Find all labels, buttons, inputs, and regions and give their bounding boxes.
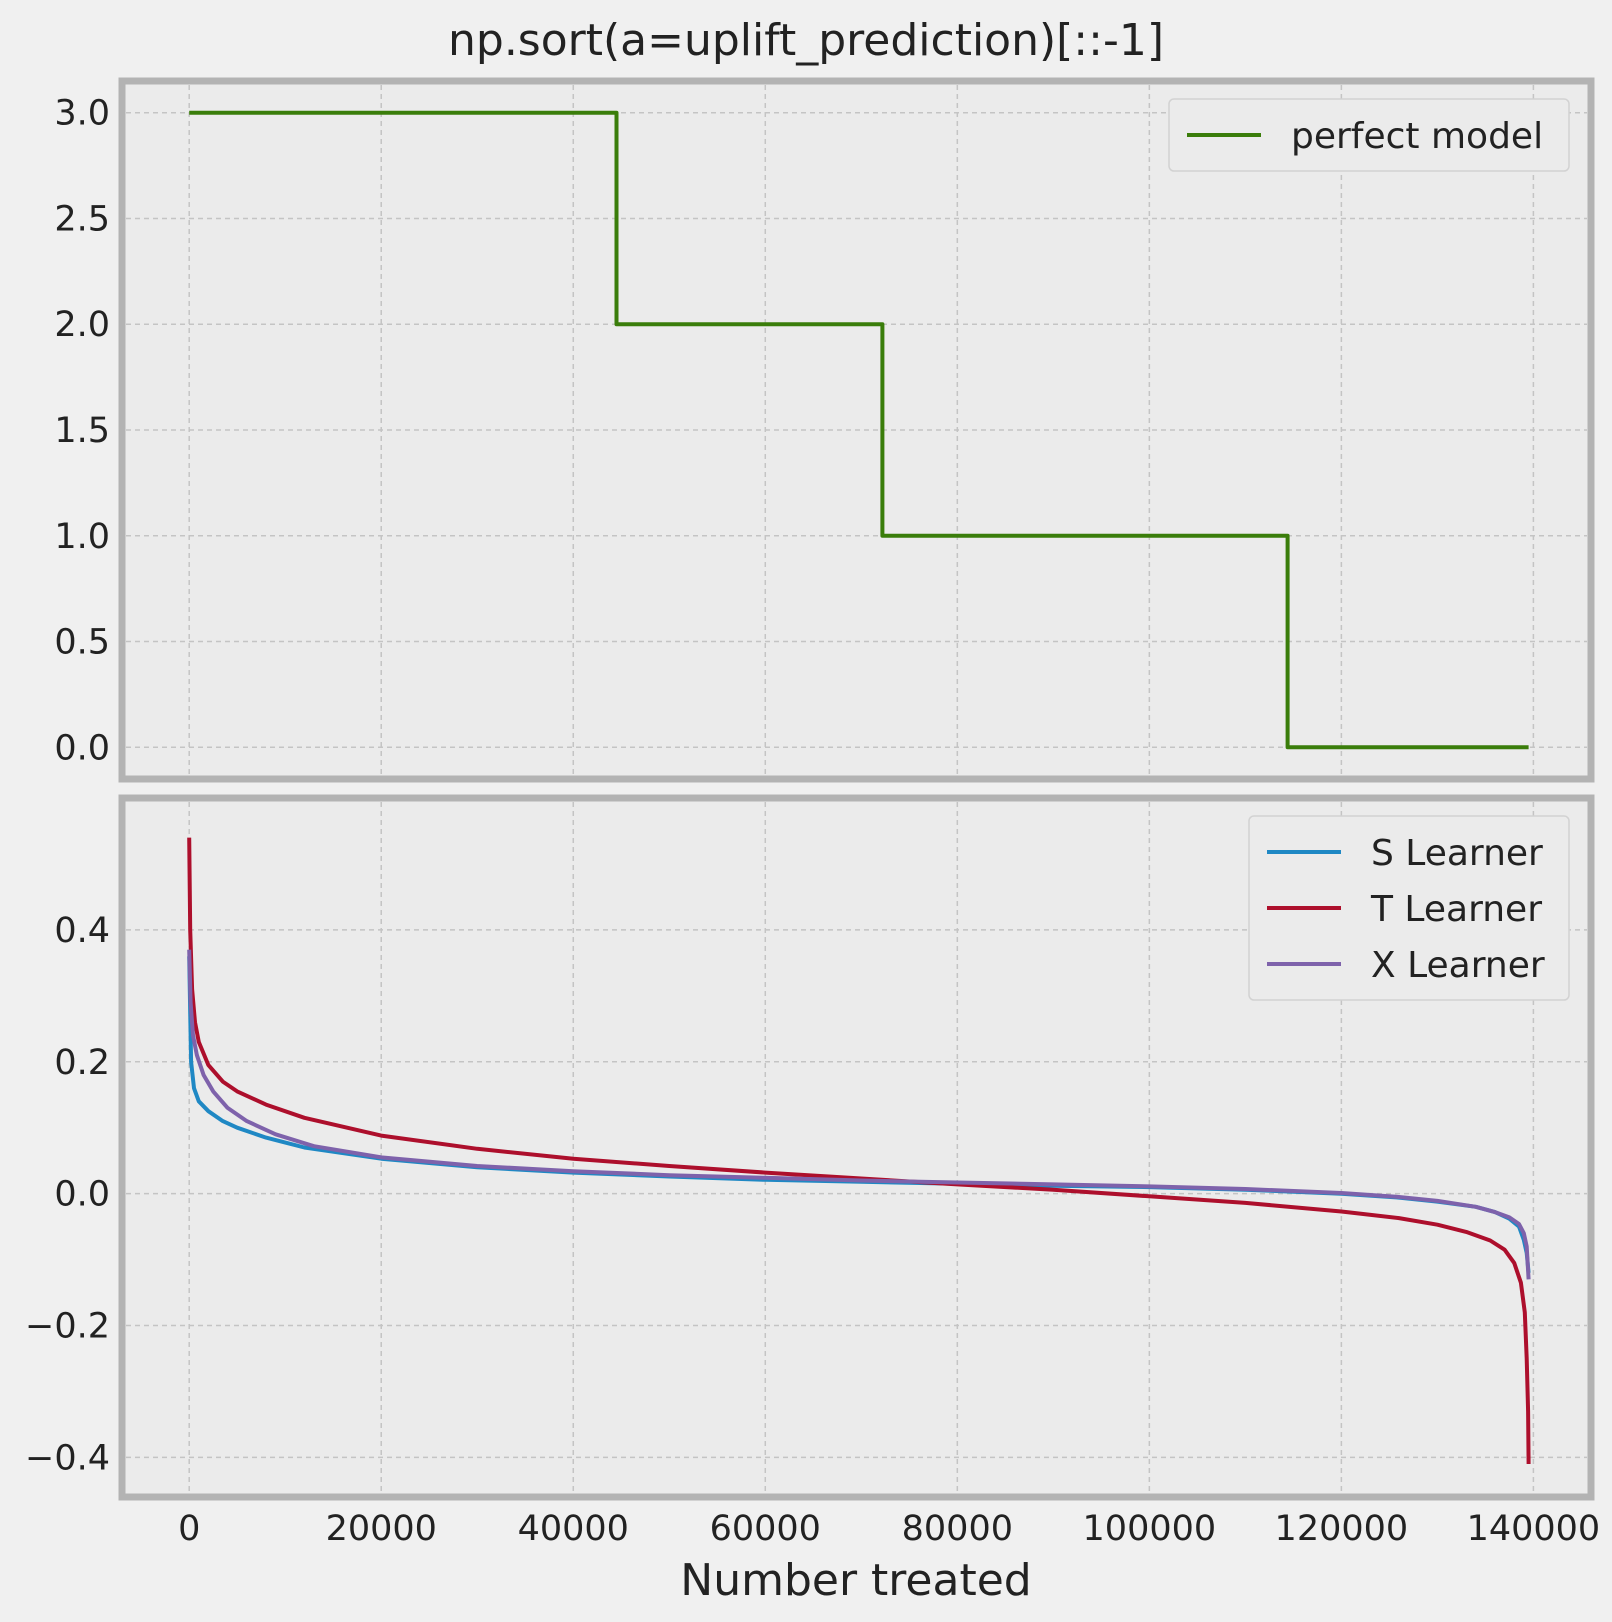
y-tick-label: 1.5: [54, 411, 110, 451]
y-tick-label: 0.0: [54, 728, 110, 768]
x-axis-label: Number treated: [680, 1555, 1031, 1606]
y-tick-label: −0.4: [25, 1438, 110, 1478]
top-panel: 0.0 0.5 1.0 1.5 2.0 2.5 3.0 perfect model: [54, 77, 1595, 783]
x-tick-label: 120000: [1275, 1509, 1409, 1549]
y-tick-label: 0.4: [54, 911, 110, 951]
series-line-x-learner: [187, 949, 1531, 1280]
legend-label: S Learner: [1371, 833, 1543, 874]
x-axis: 0 20000 40000 60000 80000 100000 120000 140000: [178, 1509, 1600, 1549]
x-tick-label: 40000: [518, 1509, 629, 1549]
y-tick-label: 2.5: [54, 199, 110, 239]
x-tick-label: 140000: [1467, 1509, 1601, 1549]
legend-box: [1168, 98, 1570, 172]
y-tick-label: 1.0: [54, 517, 110, 557]
legend-label: perfect model: [1291, 116, 1543, 157]
x-tick-label: 80000: [902, 1509, 1013, 1549]
legend-box: [1248, 815, 1570, 1001]
chart-title: np.sort(a=uplift_prediction)[::-1]: [448, 15, 1164, 66]
legend: S Learner T Learner X Learner: [1248, 815, 1570, 1001]
x-tick-label: 60000: [710, 1509, 821, 1549]
y-tick-label: 0.2: [54, 1043, 110, 1083]
series-line-perfect-model: [189, 110, 1529, 750]
bottom-panel: −0.4 −0.2 0.0 0.2 0.4 S Learner T Learner X Lea…: [25, 794, 1595, 1501]
y-tick-label: −0.2: [25, 1307, 110, 1347]
x-tick-label: 0: [178, 1509, 200, 1549]
y-tick-label: 3.0: [54, 94, 110, 134]
y-tick-label: 2.0: [54, 305, 110, 345]
legend-label: T Learner: [1370, 889, 1542, 930]
x-tick-label: 20000: [326, 1509, 437, 1549]
y-tick-label: 0.0: [54, 1175, 110, 1215]
x-tick-label: 100000: [1083, 1509, 1217, 1549]
legend: perfect model: [1168, 98, 1570, 172]
y-tick-label: 0.5: [54, 623, 110, 663]
legend-label: X Learner: [1371, 945, 1545, 986]
